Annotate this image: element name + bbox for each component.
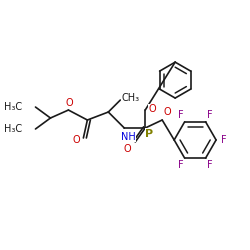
Text: P: P: [145, 129, 153, 139]
Text: F: F: [207, 110, 212, 120]
Text: H₃C: H₃C: [4, 124, 22, 134]
Text: CH₃: CH₃: [121, 93, 139, 103]
Text: O: O: [163, 107, 171, 117]
Text: O: O: [148, 104, 156, 114]
Text: H₃C: H₃C: [4, 102, 22, 112]
Text: NH: NH: [121, 132, 136, 142]
Text: O: O: [124, 144, 131, 154]
Text: O: O: [66, 98, 73, 108]
Text: F: F: [178, 110, 184, 120]
Text: F: F: [178, 160, 184, 170]
Text: O: O: [72, 135, 80, 145]
Text: F: F: [207, 160, 212, 170]
Text: F: F: [221, 135, 227, 145]
